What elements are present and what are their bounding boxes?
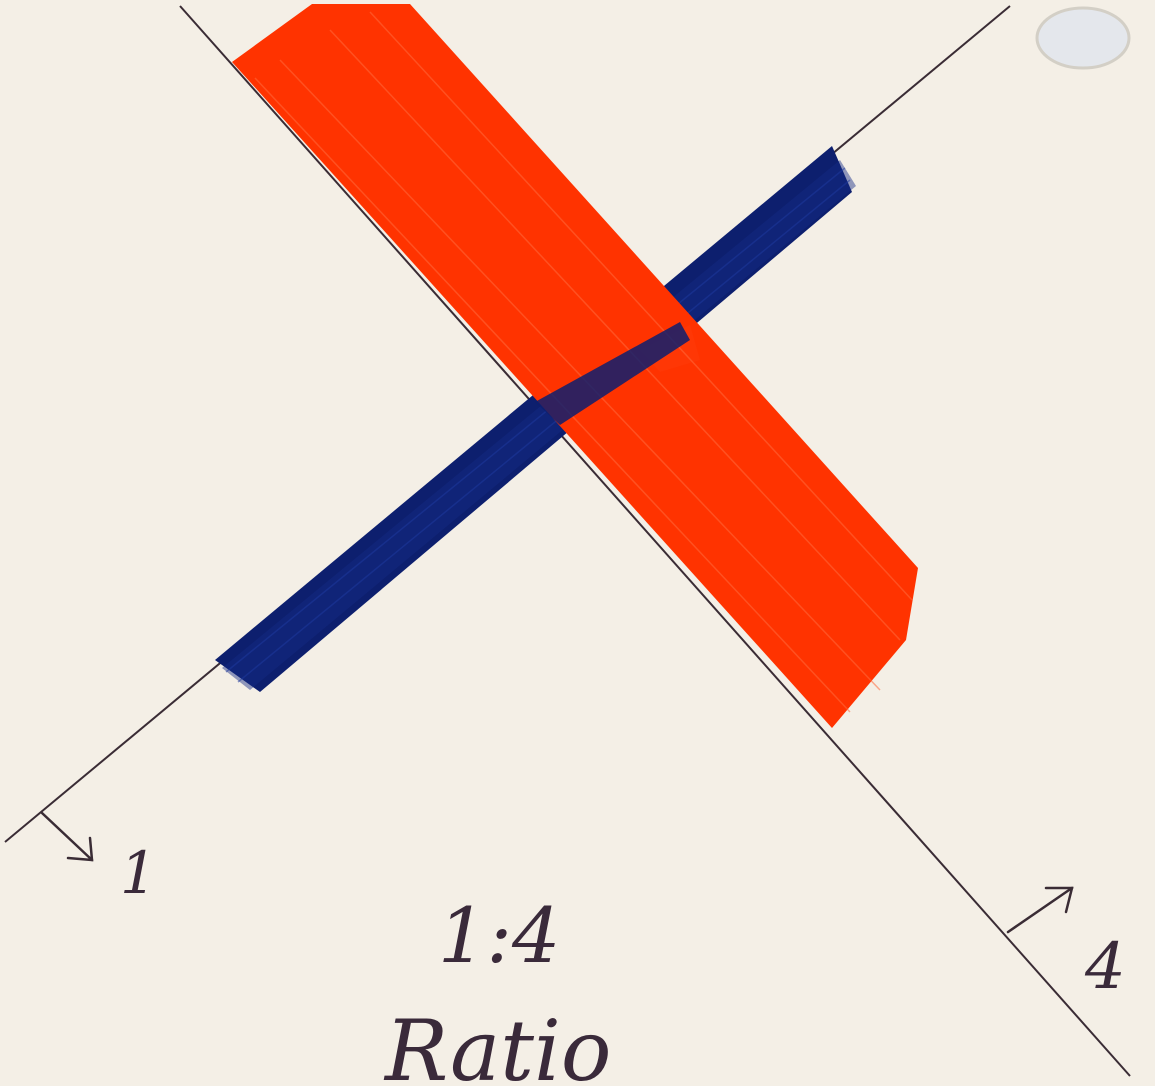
tape-residue-spot xyxy=(1035,6,1131,70)
arrow-left-marker-icon xyxy=(40,811,94,862)
right-marker-label: 4 xyxy=(1084,930,1126,1004)
left-marker-label: 1 xyxy=(120,839,157,907)
ratio-value-label: 1:4 xyxy=(438,891,560,980)
blue-tape-band xyxy=(215,146,856,692)
arrow-right-marker-icon xyxy=(1006,886,1074,934)
pencil-line-red-axis xyxy=(179,5,1131,1077)
ratio-word-label: Ratio xyxy=(383,1002,611,1086)
blue-tape-overlap xyxy=(535,322,690,425)
